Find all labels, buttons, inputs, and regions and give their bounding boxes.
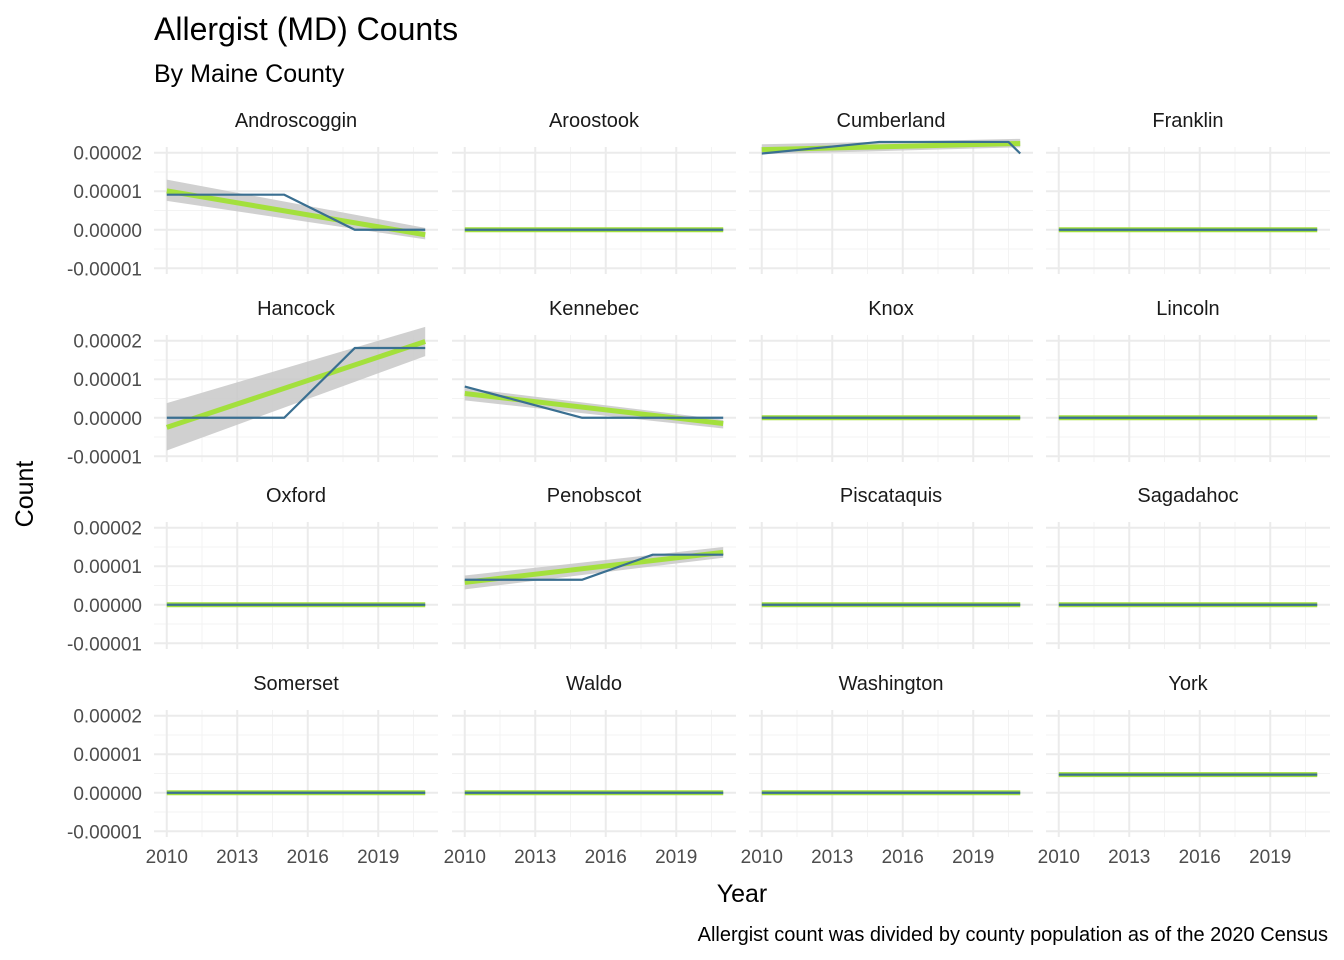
y-tick-label: -0.00001 — [67, 259, 142, 280]
facet-panel: Waldo 2010 2013 2016 2019 — [444, 673, 736, 868]
facet-strip-label: Somerset — [253, 673, 339, 695]
y-tick-label: -0.00001 — [67, 634, 142, 655]
y-tick-label: 0.00000 — [73, 596, 142, 617]
facet-strip-label: Knox — [868, 298, 914, 320]
facet-strip-label: Washington — [839, 673, 944, 695]
data-line — [166, 346, 426, 419]
data-line — [464, 385, 724, 419]
facet-panel: Knox — [749, 298, 1033, 462]
facet-strip-label: Sagadahoc — [1137, 485, 1238, 507]
y-tick-label: 0.00000 — [73, 409, 142, 430]
x-tick-label: 2010 — [1038, 847, 1080, 868]
x-tick-label: 2010 — [444, 847, 486, 868]
trend-line — [165, 339, 427, 430]
y-tick-label: 0.00002 — [73, 519, 142, 540]
facet-grid: Androscoggin -0.00001 0.00000 0.00001 0.0000… — [67, 110, 1330, 868]
trend-line — [464, 391, 724, 427]
confidence-band — [166, 326, 426, 451]
facet-strip-label: Penobscot — [547, 485, 642, 507]
x-tick-label: 2016 — [585, 847, 627, 868]
x-tick-label: 2016 — [882, 847, 924, 868]
facet-panel: Somerset -0.00001 0.00000 0.00001 0.00002 201… — [67, 673, 438, 868]
facet-panel: Washington 2010 2013 2016 2019 — [741, 673, 1033, 868]
facet-strip-label: Oxford — [266, 485, 326, 507]
y-axis-title: Count — [11, 461, 39, 528]
facet-strip-label: Hancock — [257, 298, 336, 320]
facet-strip-label: Waldo — [566, 673, 622, 695]
y-tick-label: 0.00001 — [73, 182, 142, 203]
facet-strip-label: Franklin — [1152, 110, 1223, 132]
y-tick-label: 0.00001 — [73, 745, 142, 766]
x-tick-label: 2010 — [146, 847, 188, 868]
facet-panel: Kennebec — [452, 298, 736, 462]
facet-panel: Androscoggin -0.00001 0.00000 0.00001 0.0000… — [67, 110, 438, 280]
y-tick-label: 0.00001 — [73, 370, 142, 391]
facet-panel: Lincoln — [1046, 298, 1330, 462]
y-tick-label: 0.00000 — [73, 784, 142, 805]
facet-panel: Piscataquis — [749, 485, 1033, 649]
data-line — [166, 193, 426, 231]
facet-strip-label: York — [1168, 673, 1208, 695]
x-tick-label: 2013 — [216, 847, 258, 868]
x-tick-label: 2019 — [952, 847, 994, 868]
y-tick-label: 0.00000 — [73, 221, 142, 242]
y-tick-label: 0.00002 — [73, 144, 142, 165]
x-tick-label: 2010 — [741, 847, 783, 868]
facet-panel: Sagadahoc — [1046, 485, 1330, 649]
y-tick-label: 0.00001 — [73, 557, 142, 578]
trend-line — [166, 188, 426, 238]
data-line — [761, 140, 1021, 155]
y-tick-label: -0.00001 — [67, 447, 142, 468]
facet-panel: Hancock -0.00001 0.00000 0.00001 0.00002 — [67, 298, 438, 468]
x-tick-label: 2016 — [287, 847, 329, 868]
facet-panel: Franklin — [1046, 110, 1330, 274]
chart-caption: Allergist count was divided by county po… — [698, 924, 1328, 946]
chart-subtitle: By Maine County — [154, 60, 345, 88]
x-tick-label: 2013 — [514, 847, 556, 868]
facet-strip-label: Lincoln — [1156, 298, 1219, 320]
facet-strip-label: Piscataquis — [840, 485, 942, 507]
x-tick-label: 2013 — [811, 847, 853, 868]
facet-panel: Cumberland — [749, 110, 1033, 274]
trend-line — [464, 549, 724, 585]
facet-strip-label: Kennebec — [549, 298, 639, 320]
x-axis-title: Year — [717, 880, 768, 908]
facet-panel: Penobscot — [452, 485, 736, 649]
x-tick-label: 2016 — [1179, 847, 1221, 868]
data-line — [464, 553, 724, 581]
x-tick-label: 2019 — [655, 847, 697, 868]
facet-panel: York 2010 2013 2016 2019 — [1038, 673, 1330, 868]
y-tick-label: 0.00002 — [73, 332, 142, 353]
y-tick-label: 0.00002 — [73, 707, 142, 728]
facet-strip-label: Cumberland — [837, 110, 946, 132]
chart-title: Allergist (MD) Counts — [154, 11, 458, 47]
facet-strip-label: Aroostook — [549, 110, 640, 132]
facet-panel: Aroostook — [452, 110, 736, 274]
x-tick-label: 2019 — [357, 847, 399, 868]
facet-strip-label: Androscoggin — [235, 110, 357, 132]
y-tick-label: -0.00001 — [67, 822, 142, 843]
x-tick-label: 2019 — [1249, 847, 1291, 868]
facet-panel: Oxford -0.00001 0.00000 0.00001 0.00002 — [67, 485, 438, 655]
x-tick-label: 2013 — [1108, 847, 1150, 868]
